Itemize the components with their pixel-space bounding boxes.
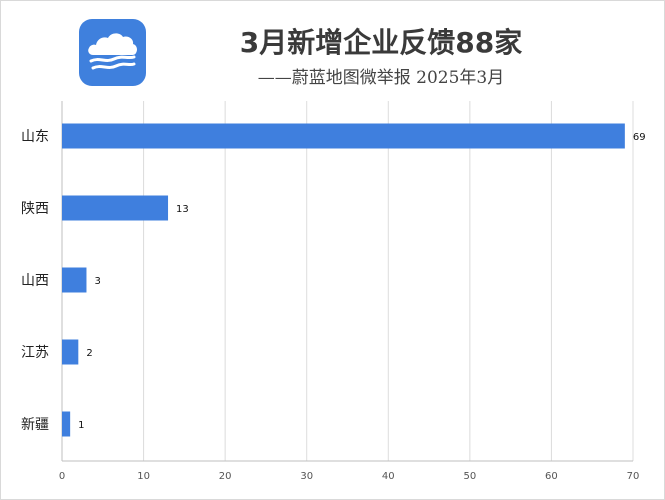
x-tick-label: 10 (137, 471, 150, 482)
logo (79, 19, 146, 86)
x-tick-label: 0 (59, 471, 65, 482)
category-label: 山西 (21, 273, 49, 289)
category-label: 山东 (21, 129, 49, 145)
x-tick-label: 70 (627, 471, 640, 482)
data-label: 13 (176, 204, 189, 215)
bar (62, 411, 71, 437)
chart-title: 3月新增企业反馈88家 (239, 26, 523, 59)
x-tick-label: 40 (382, 471, 395, 482)
category-label: 陕西 (21, 201, 49, 217)
x-tick-label: 30 (300, 471, 313, 482)
bar (62, 195, 169, 221)
data-label: 1 (78, 420, 84, 431)
cloud-waves-icon (88, 33, 137, 70)
x-tick-label: 20 (219, 471, 232, 482)
x-tick-label: 60 (545, 471, 558, 482)
chart-subtitle: ——蔚蓝地图微举报 2025年3月 (257, 68, 505, 88)
bar (62, 123, 625, 149)
bar (62, 267, 87, 293)
category-label: 新疆 (21, 417, 49, 433)
category-label: 江苏 (21, 345, 49, 361)
data-label: 2 (86, 348, 92, 359)
data-label: 69 (633, 132, 646, 143)
data-label: 3 (94, 276, 100, 287)
x-tick-label: 50 (463, 471, 476, 482)
bar (62, 339, 79, 365)
